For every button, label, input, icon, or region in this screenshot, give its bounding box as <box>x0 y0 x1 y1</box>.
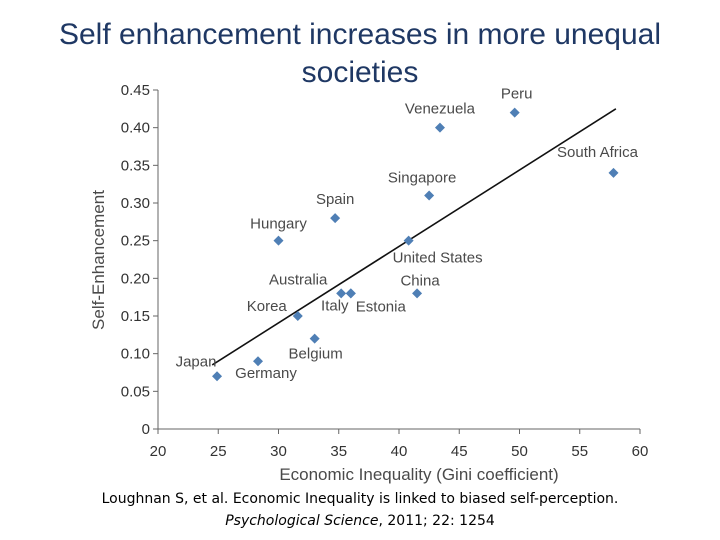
point-label-korea: Korea <box>247 298 288 315</box>
point-label-south-africa: South Africa <box>557 144 639 161</box>
point-label-spain: Spain <box>316 191 354 208</box>
point-label-hungary: Hungary <box>250 216 307 233</box>
x-tick-label: 45 <box>451 443 468 460</box>
citation-details: , 2011; 22: 1254 <box>378 513 495 529</box>
point-label-belgium: Belgium <box>289 346 343 363</box>
x-tick-label: 40 <box>391 443 408 460</box>
point-label-germany: Germany <box>235 365 297 382</box>
point-label-united-states: United States <box>393 250 483 267</box>
data-point-peru <box>509 107 520 118</box>
data-point-venezuela <box>434 122 445 133</box>
data-point-china <box>412 288 423 299</box>
x-axis-title: Economic Inequality (Gini coefficient) <box>279 465 558 484</box>
y-tick-label: 0.35 <box>121 157 150 174</box>
point-label-estonia: Estonia <box>356 298 407 315</box>
point-label-china: China <box>400 272 440 289</box>
x-tick-label: 55 <box>571 443 588 460</box>
data-point-singapore <box>424 190 435 201</box>
y-tick-label: 0.45 <box>121 82 150 99</box>
y-tick-label: 0.20 <box>121 270 150 287</box>
data-point-south-africa <box>608 167 619 178</box>
y-tick-label: 0.05 <box>121 383 150 400</box>
x-tick-label: 50 <box>511 443 528 460</box>
x-tick-label: 60 <box>632 443 649 460</box>
citation-caption: Loughnan S, et al. Economic Inequality i… <box>0 488 720 532</box>
y-tick-label: 0.25 <box>121 233 150 250</box>
point-label-peru: Peru <box>501 86 533 103</box>
x-tick-label: 25 <box>210 443 227 460</box>
citation-line-1: Loughnan S, et al. Economic Inequality i… <box>101 491 619 507</box>
point-label-australia: Australia <box>269 271 328 288</box>
data-point-hungary <box>273 235 284 246</box>
trend-line <box>211 108 617 366</box>
y-tick-label: 0.30 <box>121 195 150 212</box>
data-point-belgium <box>309 333 320 344</box>
data-point-germany <box>253 356 264 367</box>
data-point-japan <box>212 371 223 382</box>
citation-journal: Psychological Science <box>225 513 379 529</box>
slide-title: Self enhancement increases in more unequ… <box>58 18 662 89</box>
data-point-spain <box>330 213 341 224</box>
x-tick-label: 30 <box>270 443 287 460</box>
x-tick-label: 20 <box>150 443 167 460</box>
y-tick-label: 0.10 <box>121 346 150 363</box>
point-label-japan: Japan <box>176 353 217 370</box>
y-tick-label: 0.15 <box>121 308 150 325</box>
citation-line-2: Psychological Science, 2011; 22: 1254 <box>0 510 720 532</box>
point-label-italy: Italy <box>321 297 349 314</box>
point-label-singapore: Singapore <box>388 169 456 186</box>
data-point-korea <box>292 311 303 321</box>
y-axis-title: Self-Enhancement <box>89 190 108 330</box>
y-tick-label: 0 <box>142 421 150 438</box>
y-tick-label: 0.40 <box>121 120 150 137</box>
data-point-australia <box>336 288 347 299</box>
data-point-united-states <box>403 235 414 246</box>
data-point-estonia <box>345 288 356 299</box>
point-label-venezuela: Venezuela <box>405 101 476 118</box>
x-tick-label: 35 <box>330 443 347 460</box>
